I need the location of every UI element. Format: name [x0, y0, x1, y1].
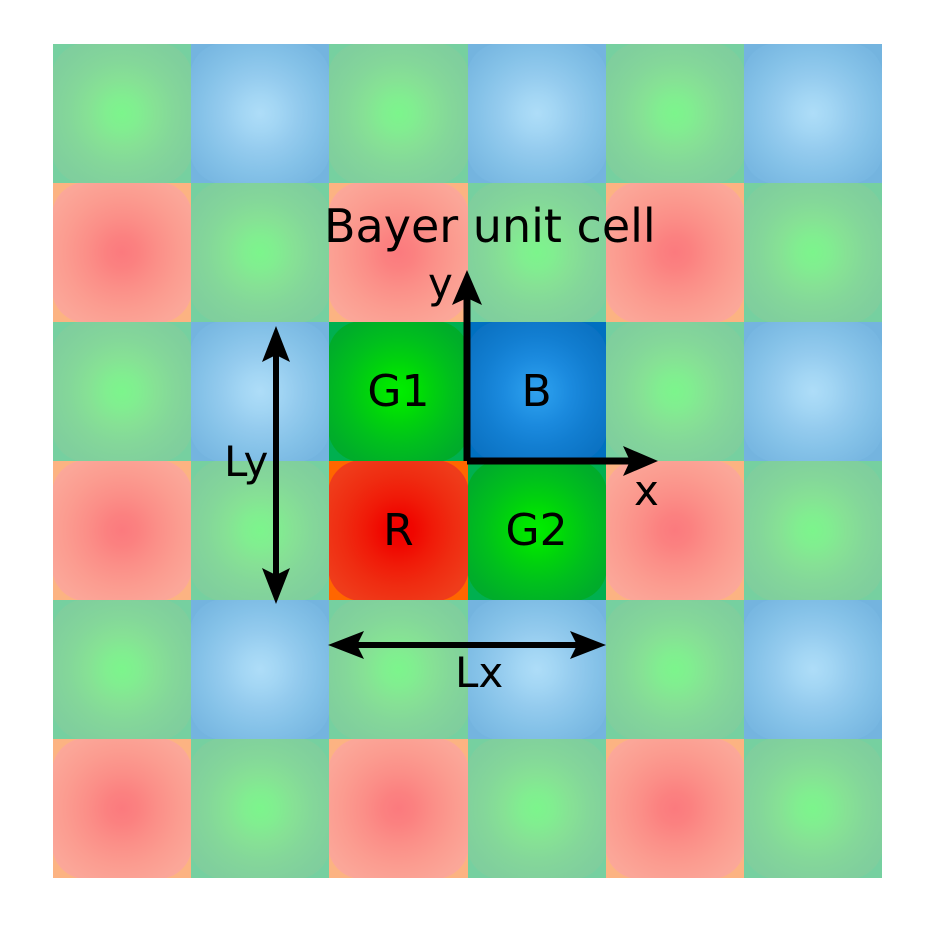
photodiode-blob: [605, 183, 744, 322]
photodiode-blob: [191, 461, 330, 600]
mosaic-pixel-g: [605, 44, 744, 183]
photodiode-blob: [467, 322, 606, 461]
mosaic-pixel-g: [191, 461, 330, 600]
photodiode-blob: [743, 600, 882, 739]
mosaic-pixel-g: [191, 183, 330, 322]
mosaic-pixel-g: [743, 461, 882, 600]
photodiode-blob: [53, 322, 192, 461]
mosaic-pixel-b: [191, 600, 330, 739]
unit-cell-pixel-r: R: [329, 461, 468, 600]
dimension-ly-label: Ly: [224, 437, 269, 486]
mosaic-pixel-r: [329, 183, 468, 322]
photodiode-blob: [329, 183, 468, 322]
mosaic-pixel-r: [53, 183, 192, 322]
photodiode-blob: [53, 44, 192, 183]
axis-y-label: y: [428, 259, 453, 308]
dimension-lx-label: Lx: [455, 648, 504, 697]
photodiode-blob: [605, 600, 744, 739]
unit-cell-pixel-g1: G1: [329, 322, 468, 461]
photodiode-blob: [605, 461, 744, 600]
mosaic-pixel-r: [605, 461, 744, 600]
photodiode-blob: [53, 461, 192, 600]
mosaic-pixel-b: [743, 322, 882, 461]
bayer-mosaic-grid: G1 B R G2: [53, 44, 882, 878]
photodiode-blob: [605, 739, 744, 878]
mosaic-pixel-r: [53, 739, 192, 878]
photodiode-blob: [329, 461, 468, 600]
mosaic-pixel-g: [53, 44, 192, 183]
photodiode-blob: [467, 739, 606, 878]
axis-x-label: x: [634, 466, 659, 515]
mosaic-pixel-g: [329, 44, 468, 183]
photodiode-blob: [329, 44, 468, 183]
pixel-label: B: [521, 365, 552, 417]
photodiode-blob: [53, 600, 192, 739]
photodiode-blob: [191, 322, 330, 461]
photodiode-blob: [329, 600, 468, 739]
mosaic-pixel-b: [467, 44, 606, 183]
photodiode-blob: [53, 739, 192, 878]
photodiode-blob: [329, 322, 468, 461]
photodiode-blob: [743, 461, 882, 600]
mosaic-pixel-g: [191, 739, 330, 878]
mosaic-pixel-g: [605, 322, 744, 461]
photodiode-blob: [467, 600, 606, 739]
mosaic-pixel-g: [329, 600, 468, 739]
photodiode-blob: [329, 739, 468, 878]
figure-title: Bayer unit cell: [324, 199, 656, 253]
photodiode-blob: [191, 44, 330, 183]
pixel-label: R: [383, 504, 414, 556]
photodiode-blob: [467, 461, 606, 600]
photodiode-blob: [605, 44, 744, 183]
mosaic-pixel-g: [605, 600, 744, 739]
mosaic-pixel-g: [53, 600, 192, 739]
mosaic-pixel-g: [743, 739, 882, 878]
photodiode-blob: [605, 322, 744, 461]
photodiode-blob: [743, 322, 882, 461]
unit-cell-pixel-g2: G2: [467, 461, 606, 600]
mosaic-pixel-b: [743, 600, 882, 739]
photodiode-blob: [467, 44, 606, 183]
photodiode-blob: [743, 739, 882, 878]
photodiode-blob: [53, 183, 192, 322]
pixel-label: G1: [367, 365, 430, 417]
mosaic-pixel-g: [53, 322, 192, 461]
photodiode-blob: [467, 183, 606, 322]
mosaic-pixel-r: [605, 739, 744, 878]
photodiode-blob: [743, 44, 882, 183]
photodiode-blob: [191, 739, 330, 878]
mosaic-pixel-r: [329, 739, 468, 878]
unit-cell-pixel-b: B: [467, 322, 606, 461]
photodiode-blob: [743, 183, 882, 322]
mosaic-pixel-g: [467, 183, 606, 322]
mosaic-pixel-b: [191, 322, 330, 461]
photodiode-blob: [191, 600, 330, 739]
mosaic-pixel-b: [191, 44, 330, 183]
mosaic-pixel-g: [743, 183, 882, 322]
pixel-label: G2: [505, 504, 568, 556]
photodiode-blob: [191, 183, 330, 322]
mosaic-pixel-r: [53, 461, 192, 600]
mosaic-pixel-b: [467, 600, 606, 739]
mosaic-pixel-g: [467, 739, 606, 878]
mosaic-pixel-r: [605, 183, 744, 322]
mosaic-pixel-b: [743, 44, 882, 183]
